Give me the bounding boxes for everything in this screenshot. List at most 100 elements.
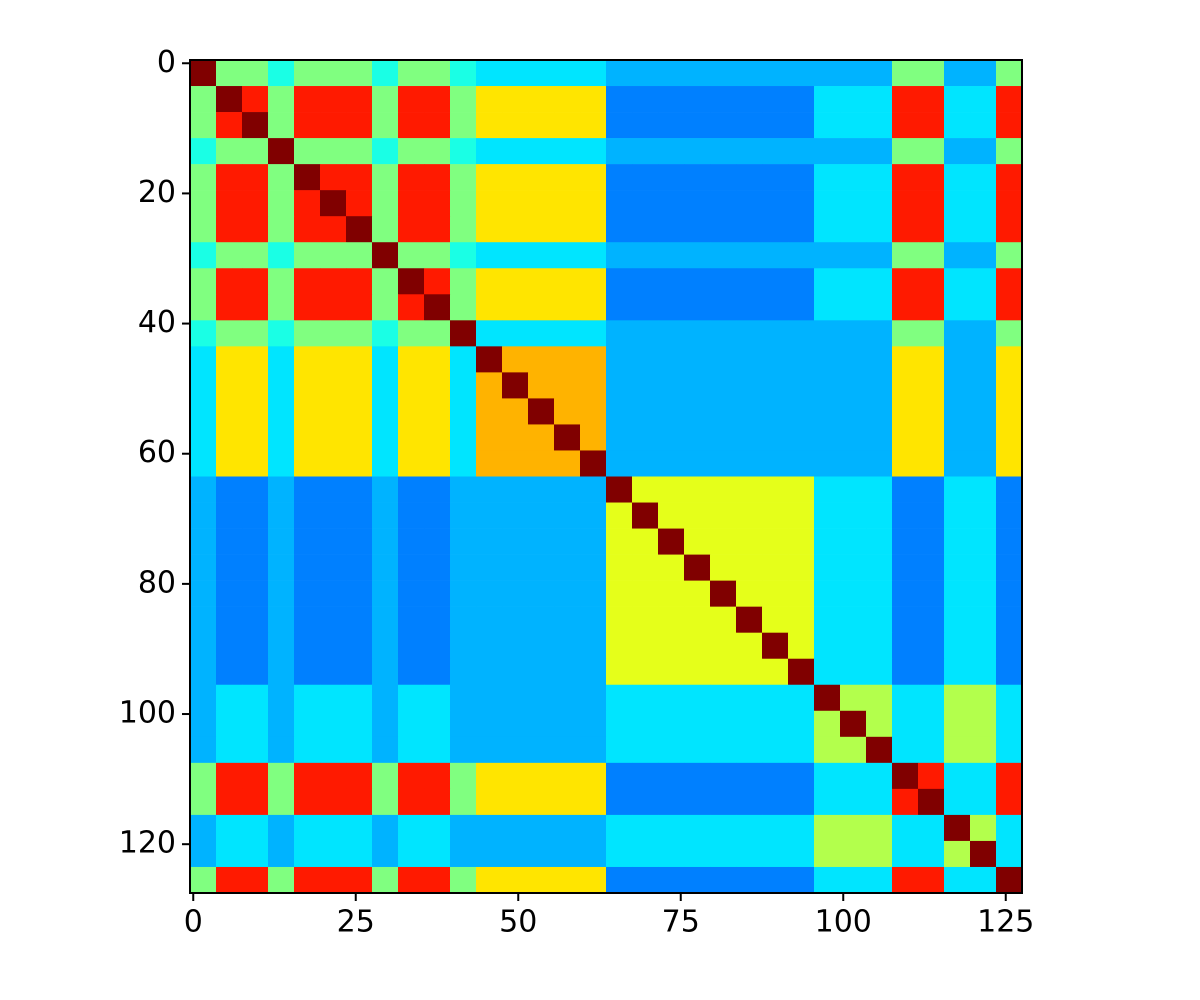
heatmap-cell — [502, 320, 529, 347]
heatmap-cell — [632, 86, 659, 113]
heatmap-cell — [814, 502, 841, 529]
heatmap-cell — [866, 736, 893, 764]
heatmap-cell — [892, 86, 919, 113]
heatmap-cell — [996, 320, 1023, 347]
heatmap-cell — [450, 476, 477, 503]
heatmap-cell — [372, 788, 399, 816]
heatmap-cell — [268, 502, 295, 529]
heatmap-cell — [398, 346, 425, 373]
heatmap-cell — [190, 138, 217, 165]
heatmap-cell — [398, 190, 425, 217]
heatmap-cell — [398, 710, 425, 738]
heatmap-cell — [190, 710, 217, 738]
heatmap-cell — [372, 476, 399, 503]
heatmap-cell — [294, 840, 321, 868]
heatmap-cell — [372, 502, 399, 529]
heatmap-cell — [684, 554, 711, 581]
heatmap-cell — [216, 528, 243, 555]
heatmap-cell — [424, 580, 451, 607]
heatmap-cell — [190, 424, 217, 451]
heatmap-cell — [996, 60, 1023, 87]
heatmap-cell — [658, 294, 685, 321]
heatmap-cell — [606, 554, 633, 581]
heatmap-cell — [866, 112, 893, 139]
heatmap-cell — [736, 606, 763, 633]
heatmap-cell — [190, 814, 217, 842]
heatmap-cell — [606, 164, 633, 191]
heatmap-cell — [372, 424, 399, 451]
heatmap-cell — [684, 424, 711, 451]
heatmap-cell — [398, 398, 425, 425]
heatmap-cell — [320, 710, 347, 738]
heatmap-cell — [398, 294, 425, 321]
heatmap-cell — [528, 60, 555, 87]
heatmap-cell — [710, 658, 737, 686]
heatmap-cell — [268, 632, 295, 660]
heatmap-cell — [346, 788, 373, 816]
heatmap-cell — [398, 502, 425, 529]
heatmap-cell — [554, 86, 581, 113]
heatmap-cell — [268, 242, 295, 269]
heatmap-cell — [268, 450, 295, 477]
heatmap-cell — [918, 268, 945, 295]
heatmap-cell — [216, 658, 243, 686]
heatmap-cell — [944, 736, 971, 764]
heatmap-cell — [736, 164, 763, 191]
heatmap-cell — [814, 60, 841, 87]
heatmap-cell — [840, 60, 867, 87]
heatmap-cell — [684, 294, 711, 321]
heatmap-cell — [346, 476, 373, 503]
heatmap-cell — [502, 86, 529, 113]
heatmap-cell — [424, 476, 451, 503]
heatmap-cell — [632, 346, 659, 373]
heatmap-cell — [892, 632, 919, 660]
heatmap-cell — [970, 788, 997, 816]
heatmap-cell — [294, 606, 321, 633]
heatmap-cell — [944, 554, 971, 581]
heatmap-cell — [320, 866, 347, 894]
heatmap-cell — [606, 372, 633, 399]
heatmap-cell — [294, 190, 321, 217]
heatmap-cell — [840, 502, 867, 529]
heatmap-cell — [684, 762, 711, 790]
heatmap-cell — [320, 112, 347, 139]
heatmap-cell — [424, 112, 451, 139]
heatmap-cell — [736, 736, 763, 764]
heatmap-cell — [346, 580, 373, 607]
heatmap-cell — [996, 866, 1023, 894]
heatmap-cell — [372, 86, 399, 113]
heatmap-cell — [684, 710, 711, 738]
heatmap-cell — [476, 450, 503, 477]
heatmap-cell — [892, 60, 919, 87]
heatmap-cell — [528, 294, 555, 321]
heatmap-cell — [424, 190, 451, 217]
heatmap-cell — [450, 840, 477, 868]
heatmap-cell — [918, 372, 945, 399]
heatmap-cell — [190, 450, 217, 477]
heatmap-cell — [320, 372, 347, 399]
heatmap-cell — [190, 190, 217, 217]
heatmap-cell — [294, 684, 321, 712]
heatmap-cell — [866, 554, 893, 581]
heatmap-cell — [320, 424, 347, 451]
heatmap-cell — [606, 866, 633, 894]
heatmap-cell — [762, 606, 789, 633]
heatmap-cell — [892, 788, 919, 816]
heatmap-cell — [814, 320, 841, 347]
heatmap-cell — [762, 788, 789, 816]
heatmap-cell — [944, 320, 971, 347]
heatmap-cell — [294, 268, 321, 295]
heatmap-cell — [554, 242, 581, 269]
heatmap-cell — [528, 346, 555, 373]
heatmap-cell — [710, 632, 737, 660]
heatmap-cell — [944, 710, 971, 738]
heatmap-cell — [736, 346, 763, 373]
heatmap-cell — [762, 372, 789, 399]
heatmap-cell — [814, 346, 841, 373]
heatmap-cell — [840, 528, 867, 555]
heatmap-cell — [840, 814, 867, 842]
heatmap-cell — [840, 580, 867, 607]
heatmap-cell — [190, 164, 217, 191]
heatmap-cell — [736, 268, 763, 295]
heatmap-cell — [372, 450, 399, 477]
